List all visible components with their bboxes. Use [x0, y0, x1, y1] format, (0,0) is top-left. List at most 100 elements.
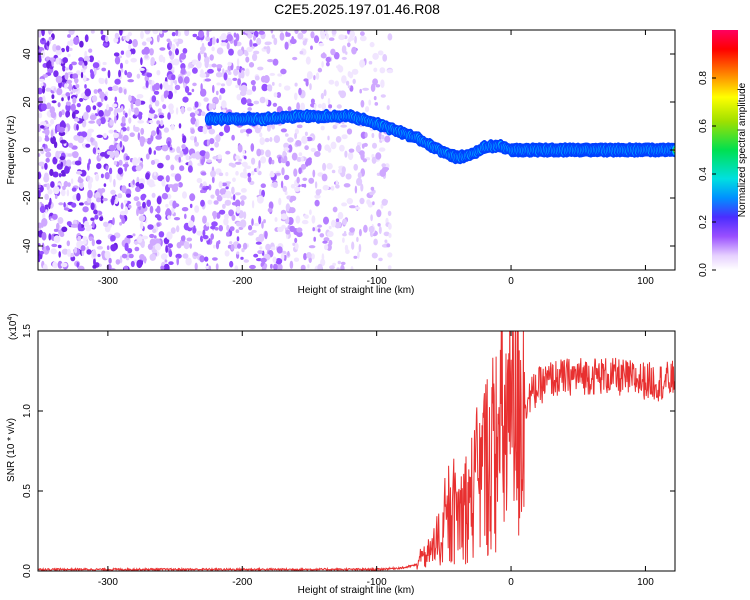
noise-cell: [214, 141, 220, 148]
noise-cell: [162, 56, 166, 64]
noise-cell: [216, 82, 221, 86]
noise-cell: [108, 257, 112, 264]
noise-cell: [163, 127, 170, 133]
noise-cell: [218, 172, 224, 177]
noise-cell: [283, 174, 290, 181]
noise-cell: [384, 135, 391, 143]
noise-cell: [136, 201, 141, 207]
noise-cell: [76, 261, 80, 268]
noise-cell: [269, 137, 273, 142]
noise-cell: [237, 78, 242, 86]
noise-cell: [169, 147, 173, 151]
noise-cell: [136, 207, 139, 217]
noise-cell: [149, 120, 154, 124]
noise-cell: [140, 127, 145, 135]
noise-cell: [92, 264, 97, 269]
noise-cell: [388, 233, 392, 238]
noise-cell: [159, 47, 166, 51]
noise-cell: [359, 35, 367, 42]
noise-cell: [314, 181, 318, 189]
noise-cell: [351, 46, 357, 55]
noise-cell: [251, 218, 254, 226]
noise-cell: [152, 228, 157, 233]
noise-cell: [211, 221, 218, 227]
snr-x-label: Height of straight line (km): [298, 585, 415, 596]
noise-cell: [49, 197, 52, 206]
noise-cell: [349, 227, 355, 233]
spectrogram-x-label: Height of straight line (km): [298, 285, 415, 296]
noise-cell: [220, 42, 228, 47]
noise-cell: [291, 152, 298, 161]
noise-cell: [161, 30, 169, 33]
noise-cell: [296, 157, 302, 162]
noise-cell: [369, 191, 375, 196]
noise-cell: [88, 236, 94, 241]
noise-cell: [364, 132, 368, 138]
noise-cell: [303, 253, 307, 261]
noise-cell: [317, 144, 322, 149]
noise-cell: [313, 103, 317, 110]
noise-cell: [152, 171, 159, 181]
noise-cell: [216, 90, 219, 96]
noise-cell: [145, 80, 149, 88]
noise-cell: [371, 252, 378, 259]
noise-cell: [199, 255, 205, 263]
noise-cell: [104, 225, 111, 233]
noise-cell: [260, 183, 266, 188]
noise-cell: [258, 215, 262, 225]
noise-cell: [260, 257, 267, 263]
noise-cell: [208, 265, 212, 270]
noise-cell: [92, 62, 100, 69]
noise-cell: [46, 245, 50, 251]
noise-cell: [312, 227, 316, 232]
noise-cell: [379, 67, 386, 74]
noise-cell: [92, 147, 97, 155]
noise-cell: [171, 74, 176, 81]
noise-cell: [122, 134, 129, 142]
noise-cell: [243, 211, 247, 220]
noise-cell: [160, 253, 168, 260]
noise-cell: [251, 85, 257, 92]
noise-cell: [69, 47, 73, 52]
noise-cell: [126, 126, 130, 132]
noise-cell: [145, 153, 150, 160]
noise-cell: [150, 61, 154, 66]
noise-cell: [241, 129, 248, 133]
noise-cell: [340, 264, 345, 270]
noise-cell: [192, 33, 198, 38]
noise-cell: [58, 251, 61, 258]
noise-cell: [167, 215, 171, 220]
noise-cell: [153, 90, 160, 95]
noise-cell: [82, 236, 88, 241]
noise-cell: [383, 231, 390, 237]
noise-cell: [100, 188, 106, 193]
noise-cell: [210, 170, 216, 178]
noise-cell: [185, 154, 190, 161]
noise-cell: [360, 31, 365, 36]
noise-cell: [314, 194, 321, 199]
chart-title: C2E5.2025.197.01.46.R08: [274, 1, 440, 17]
noise-cell: [280, 68, 287, 75]
noise-cell: [156, 34, 160, 43]
noise-cell: [38, 153, 41, 157]
noise-cell: [252, 53, 258, 62]
noise-cell: [52, 171, 59, 178]
noise-cell: [182, 48, 188, 54]
noise-cell: [370, 186, 375, 191]
noise-cell: [184, 213, 187, 219]
noise-cell: [196, 230, 203, 236]
noise-cell: [229, 260, 234, 268]
noise-cell: [345, 173, 352, 180]
noise-cell: [182, 96, 189, 103]
noise-cell: [273, 37, 278, 46]
noise-cell: [248, 62, 255, 68]
noise-cell: [98, 110, 104, 117]
noise-cell: [218, 181, 223, 189]
noise-cell: [192, 227, 197, 234]
noise-cell: [358, 228, 362, 237]
noise-cell: [149, 109, 156, 114]
noise-cell: [378, 226, 382, 235]
noise-cell: [138, 67, 145, 71]
noise-cell: [293, 168, 298, 177]
snr-ticks: -300 -200 -100 0 100 0.0 0.5 1.0 1.5: [22, 324, 675, 588]
